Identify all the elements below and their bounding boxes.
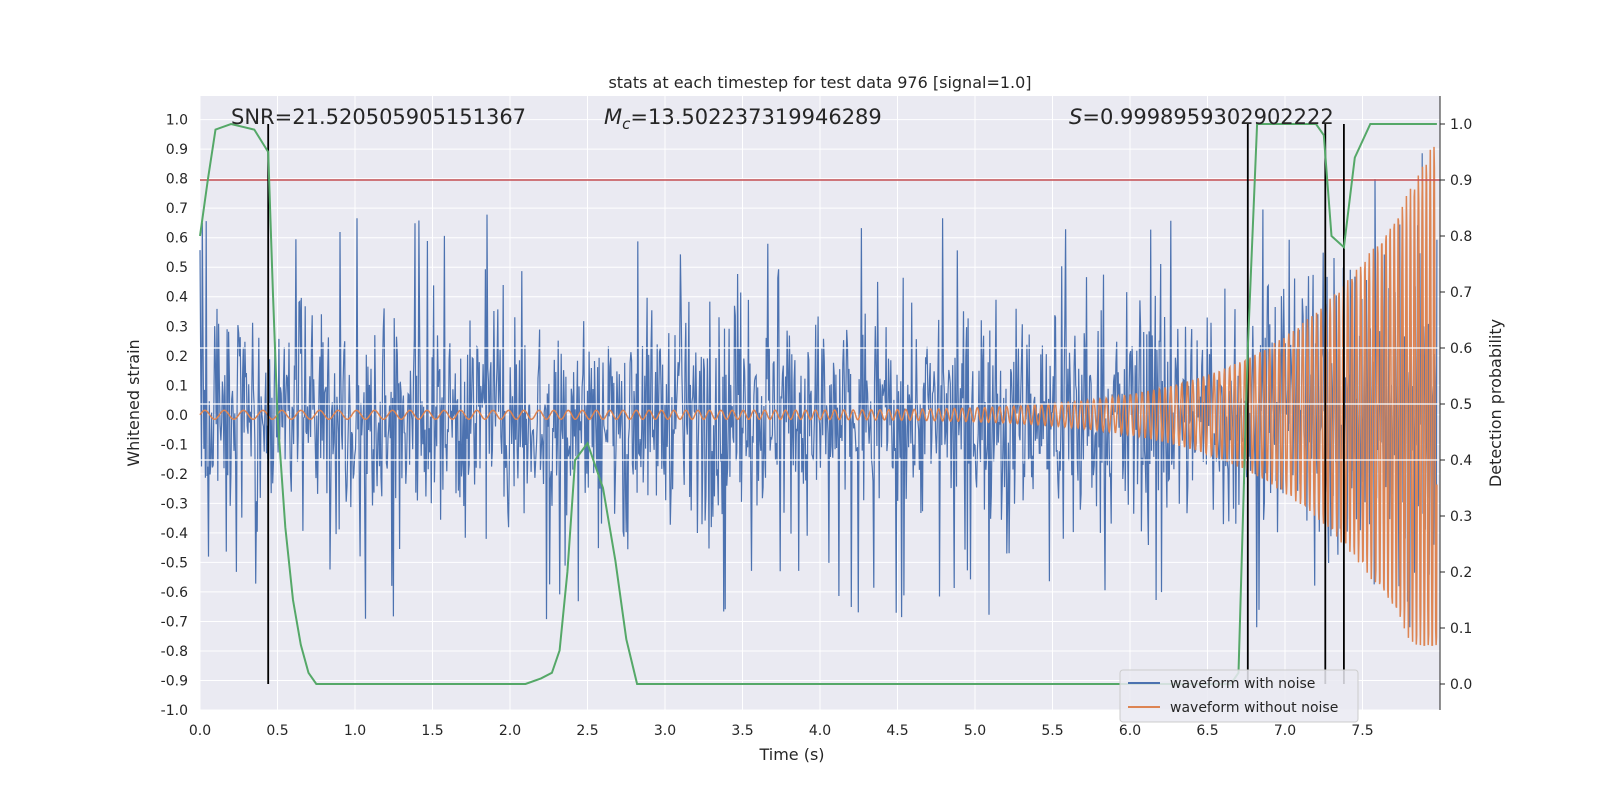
right-tick-label: 1.0 (1450, 117, 1472, 133)
right-tick-label: 0.0 (1450, 677, 1472, 693)
y-tick-label: -0.7 (161, 614, 188, 630)
right-axis-grid (200, 347, 1440, 461)
x-tick-label: 0.0 (189, 723, 211, 739)
y-tick-label: -0.4 (161, 526, 188, 542)
y-tick-label: 0.1 (166, 378, 188, 394)
y-tick-label: -0.5 (161, 555, 188, 571)
clean-waveform-series (199, 146, 1438, 646)
right-y-axis-ticks: 0.0 0.1 0.2 0.3 0.4 0.5 0.6 0.7 0.8 0.9 1.0 (1440, 117, 1472, 693)
x-tick-label: 6.5 (1196, 723, 1218, 739)
y-tick-label: 0.2 (166, 349, 188, 365)
s-annotation: S=0.9998959302902222 (1069, 105, 1334, 129)
y-tick-label: 0.5 (166, 260, 188, 276)
y-tick-label: -0.8 (161, 644, 188, 660)
y-tick-label: 0.8 (166, 172, 188, 188)
x-tick-label: 7.0 (1274, 723, 1296, 739)
x-tick-label: 7.5 (1351, 723, 1373, 739)
x-tick-label: 0.5 (266, 723, 288, 739)
x-tick-label: 2.5 (576, 723, 598, 739)
x-tick-label: 4.0 (809, 723, 831, 739)
chirp-mass-symbol: M (604, 105, 622, 129)
x-tick-label: 3.5 (731, 723, 753, 739)
y-tick-label: -0.1 (161, 437, 188, 453)
legend-label-clean: waveform without noise (1170, 700, 1338, 716)
s-symbol: S (1069, 105, 1082, 129)
y-tick-label: -1.0 (161, 703, 188, 719)
right-y-axis-label: Detection probability (1486, 319, 1505, 487)
detection-probability-series (199, 122, 1437, 685)
y-tick-label: 0.4 (166, 290, 188, 306)
y-tick-label: 0.3 (166, 319, 188, 335)
y-axis-label: Whitened strain (124, 339, 143, 466)
y-tick-label: 0.7 (166, 201, 188, 217)
right-tick-label: 0.2 (1450, 565, 1472, 581)
chirp-mass-annotation: Mc=13.502237319946289 (604, 105, 882, 133)
right-tick-label: 0.8 (1450, 229, 1472, 245)
detection-markers (267, 124, 1345, 684)
probability-line (199, 122, 1437, 685)
legend: waveform with noise waveform without noi… (1119, 669, 1359, 723)
s-value: =0.9998959302902222 (1082, 105, 1333, 129)
legend-label-noisy: waveform with noise (1170, 676, 1315, 692)
chirp-mass-subscript: c (622, 115, 631, 133)
x-axis-ticks: 0.0 0.5 1.0 1.5 2.0 2.5 3.0 3.5 4.0 4.5 5.0 5.5 6.0 6… (189, 723, 1374, 739)
x-tick-label: 2.0 (499, 723, 521, 739)
x-tick-label: 1.5 (421, 723, 443, 739)
right-tick-label: 0.9 (1450, 173, 1472, 189)
chirp-mass-value: =13.502237319946289 (630, 105, 881, 129)
legend-box (1119, 669, 1359, 723)
y-axis-ticks: -1.0 -0.9 -0.8 -0.7 -0.6 -0.5 -0.4 -0.3 -0.2 -0.1… (161, 113, 188, 719)
chart-title: stats at each timestep for test data 976… (608, 73, 1031, 92)
x-tick-label: 1.0 (344, 723, 366, 739)
x-tick-label: 5.0 (964, 723, 986, 739)
x-tick-label: 5.5 (1041, 723, 1063, 739)
right-tick-label: 0.5 (1450, 397, 1472, 413)
y-tick-label: 0.0 (166, 408, 188, 424)
y-tick-label: -0.3 (161, 496, 188, 512)
y-tick-label: -0.6 (161, 585, 188, 601)
x-axis-label: Time (s) (758, 745, 824, 764)
y-tick-label: -0.9 (161, 673, 188, 689)
x-tick-label: 3.0 (654, 723, 676, 739)
right-tick-label: 0.1 (1450, 621, 1472, 637)
y-tick-label: -0.2 (161, 467, 188, 483)
y-tick-label: 0.6 (166, 231, 188, 247)
right-tick-label: 0.7 (1450, 285, 1472, 301)
x-tick-label: 4.5 (886, 723, 908, 739)
right-tick-label: 0.3 (1450, 509, 1472, 525)
y-tick-label: 1.0 (166, 113, 188, 129)
right-tick-label: 0.4 (1450, 453, 1472, 469)
clean-waveform-line (199, 146, 1438, 646)
right-tick-label: 0.6 (1450, 341, 1472, 357)
x-tick-label: 6.0 (1119, 723, 1141, 739)
snr-annotation: SNR=21.520505905151367 (231, 105, 526, 129)
y-tick-label: 0.9 (166, 142, 188, 158)
